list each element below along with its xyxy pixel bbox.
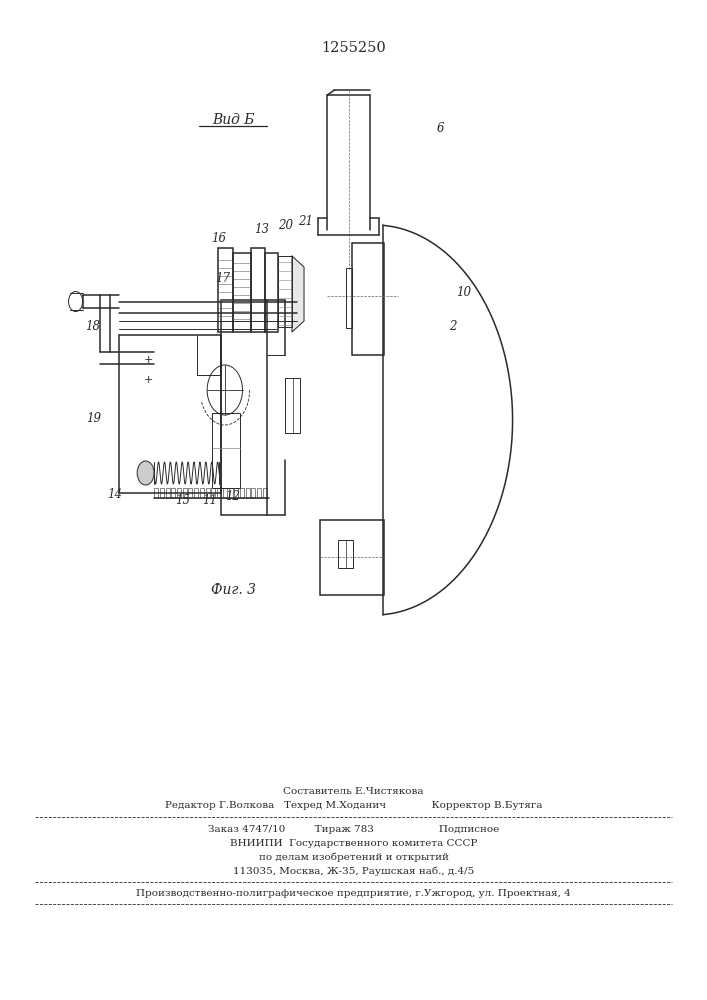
Text: 1255250: 1255250: [321, 41, 386, 55]
Bar: [221, 300, 267, 515]
Bar: [165, 488, 170, 498]
Text: 21: 21: [298, 215, 313, 228]
Bar: [240, 488, 244, 498]
Bar: [234, 488, 238, 498]
Text: 14: 14: [107, 488, 122, 501]
Bar: [257, 488, 261, 498]
Text: ВНИИПИ  Государственного комитета СССР: ВНИИПИ Государственного комитета СССР: [230, 838, 477, 847]
Text: 18: 18: [85, 320, 100, 333]
Bar: [154, 488, 158, 498]
Bar: [177, 488, 181, 498]
Text: +: +: [144, 375, 153, 385]
Bar: [218, 248, 233, 332]
Text: 10: 10: [456, 286, 471, 299]
Bar: [338, 540, 354, 568]
Text: +: +: [144, 355, 153, 365]
Bar: [194, 488, 198, 498]
Circle shape: [137, 461, 154, 485]
Text: 17: 17: [216, 272, 230, 285]
Bar: [278, 256, 292, 327]
Text: 15: 15: [175, 494, 190, 507]
Bar: [285, 378, 300, 433]
Bar: [189, 488, 192, 498]
Bar: [251, 248, 265, 332]
Text: 19: 19: [86, 412, 101, 425]
Bar: [263, 488, 267, 498]
Bar: [200, 488, 204, 498]
Bar: [206, 488, 210, 498]
Bar: [265, 253, 278, 332]
Text: Составитель Е.Чистякова: Составитель Е.Чистякова: [284, 786, 423, 796]
Text: 20: 20: [278, 219, 293, 232]
Text: Редактор Г.Волкова   Техред М.Ходанич              Корректор В.Бутяга: Редактор Г.Волкова Техред М.Ходанич Корр…: [165, 802, 542, 810]
Bar: [212, 413, 240, 488]
Polygon shape: [292, 256, 304, 332]
Bar: [119, 335, 221, 493]
Bar: [223, 488, 227, 498]
Text: 113035, Москва, Ж-35, Раушская наб., д.4/5: 113035, Москва, Ж-35, Раушская наб., д.4…: [233, 866, 474, 876]
Bar: [252, 488, 255, 498]
Text: Фиг. 3: Фиг. 3: [211, 583, 256, 597]
Bar: [217, 488, 221, 498]
Bar: [160, 488, 164, 498]
Bar: [233, 253, 251, 332]
Text: 12: 12: [225, 490, 240, 503]
Text: Заказ 4747/10         Тираж 783                    Подписное: Заказ 4747/10 Тираж 783 Подписное: [208, 824, 499, 833]
Text: 16: 16: [211, 232, 226, 245]
Text: по делам изобретений и открытий: по делам изобретений и открытий: [259, 852, 448, 862]
Bar: [351, 243, 384, 355]
Text: 13: 13: [255, 223, 269, 236]
Bar: [246, 488, 250, 498]
Bar: [320, 520, 384, 595]
Text: 11: 11: [202, 494, 217, 507]
Bar: [182, 488, 187, 498]
Bar: [228, 488, 233, 498]
Bar: [346, 268, 351, 328]
Text: 2: 2: [449, 320, 457, 333]
Text: Вид Б: Вид Б: [212, 113, 255, 127]
Bar: [171, 488, 175, 498]
Text: 6: 6: [437, 122, 445, 135]
Bar: [211, 488, 216, 498]
Text: Производственно-полиграфическое предприятие, г.Ужгород, ул. Проектная, 4: Производственно-полиграфическое предприя…: [136, 890, 571, 898]
